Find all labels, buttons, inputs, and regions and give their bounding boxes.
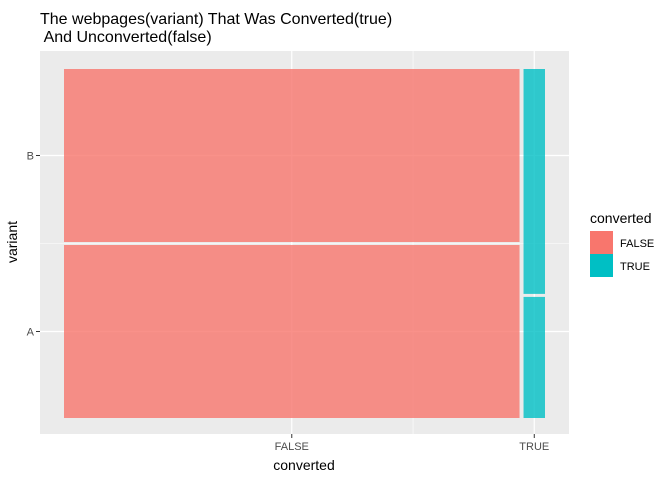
- chart-title-line2: And Unconverted(false): [40, 29, 212, 46]
- legend-title: converted: [590, 210, 651, 226]
- y-axis-title: variant: [4, 221, 20, 263]
- tile-false-a: [64, 245, 520, 418]
- tile-false-b: [64, 69, 520, 242]
- x-axis-title: converted: [273, 457, 334, 473]
- tile-true-a: [523, 296, 545, 418]
- y-tick-label-b: B: [27, 151, 34, 163]
- legend-label-false: FALSE: [620, 238, 654, 250]
- mosaic-tiles: [64, 69, 545, 418]
- legend: converted FALSE TRUE: [590, 210, 654, 277]
- legend-swatch-true: [590, 254, 613, 277]
- x-tick-label-false: FALSE: [275, 441, 309, 453]
- y-tick-label-a: A: [27, 327, 35, 339]
- legend-label-true: TRUE: [620, 261, 650, 273]
- tile-true-b: [523, 69, 545, 294]
- chart-title-line1: The webpages(variant) That Was Converted…: [40, 11, 392, 28]
- axis-ticks: [36, 155, 535, 438]
- legend-swatch-false: [590, 231, 613, 254]
- x-tick-label-true: TRUE: [519, 441, 549, 453]
